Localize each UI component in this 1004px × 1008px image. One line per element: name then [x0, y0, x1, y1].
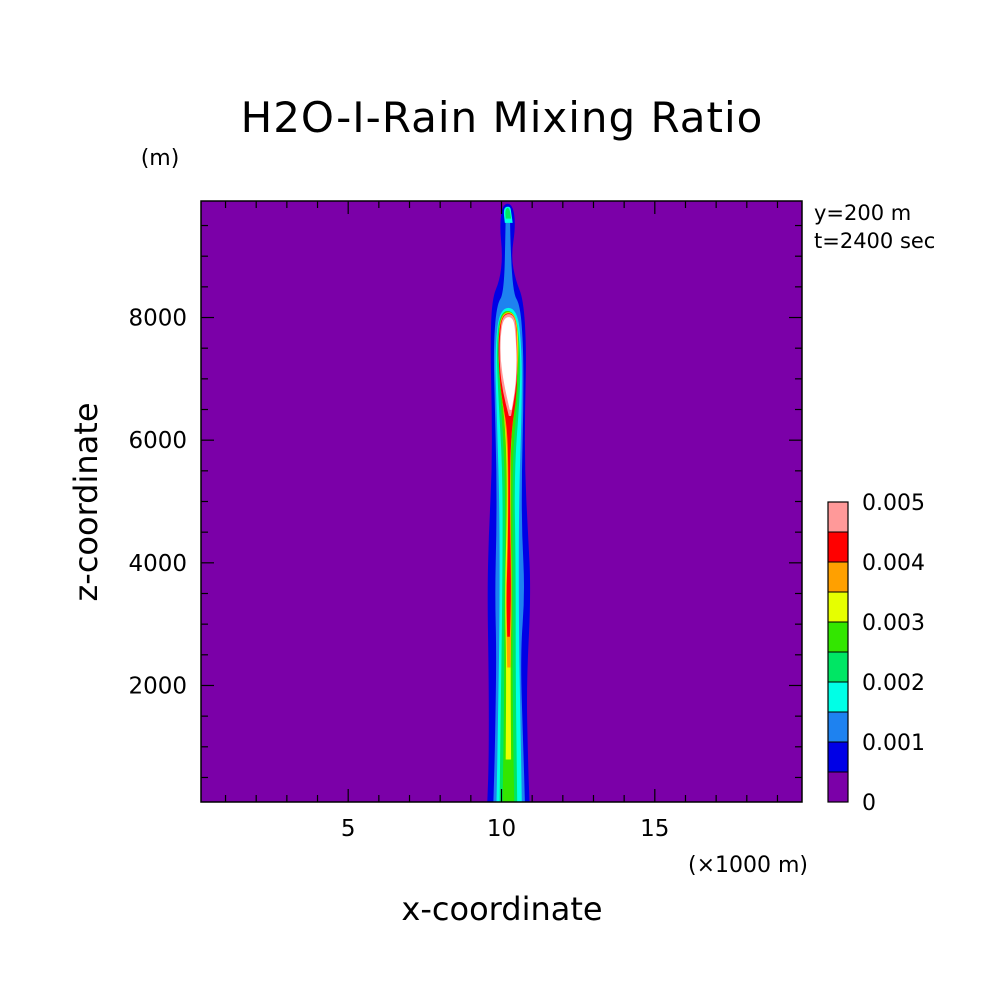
colorbar-label: 0 [862, 791, 876, 816]
colorbar-swatch-1 [827, 741, 849, 773]
colorbar-label: 0.001 [862, 731, 925, 756]
y-tick-label: 4000 [128, 551, 187, 577]
contour-plot [201, 201, 802, 802]
contour-fills [487, 203, 531, 802]
colorbar-label: 0.002 [862, 671, 925, 696]
colorbar-frame [827, 501, 849, 803]
colorbar-swatch-7 [827, 561, 849, 593]
colorbar-swatch-6 [827, 591, 849, 623]
y-axis-label: z-coordinate [67, 402, 105, 601]
colorbar-swatch-9 [827, 501, 849, 533]
colorbar-swatch-0 [827, 771, 849, 803]
x-axis-label: x-coordinate [401, 890, 602, 928]
colorbar-swatch-2 [827, 711, 849, 743]
plot-axes: 5 10 15 2000 4000 6000 8000 [128, 200, 803, 842]
annotation-y-slice: y=200 m [814, 201, 911, 225]
colorbar-swatch-4 [827, 651, 849, 683]
x-axis-unit: (×1000 m) [688, 853, 808, 878]
colorbar-label: 0.004 [862, 551, 925, 576]
y-tick-label: 6000 [128, 428, 187, 454]
annotation-time: t=2400 sec [814, 229, 935, 253]
chart-title: H2O-I-Rain Mixing Ratio [241, 93, 764, 142]
colorbar-label: 0.003 [862, 611, 925, 636]
y-tick-label: 2000 [128, 673, 187, 699]
colorbar: 0 0.001 0.002 0.003 0.004 0.005 [827, 491, 925, 816]
colorbar-swatch-8 [827, 531, 849, 563]
contour-band-5 [505, 207, 512, 219]
contour-band-11 [500, 317, 517, 410]
x-tick-label: 15 [640, 816, 669, 842]
x-tick-label: 10 [487, 816, 516, 842]
colorbar-swatch-5 [827, 621, 849, 653]
y-tick-label: 8000 [128, 306, 187, 332]
x-tick-label: 5 [341, 816, 356, 842]
colorbar-swatch-3 [827, 681, 849, 713]
colorbar-label: 0.005 [862, 491, 925, 516]
y-axis-unit: (m) [141, 146, 180, 171]
